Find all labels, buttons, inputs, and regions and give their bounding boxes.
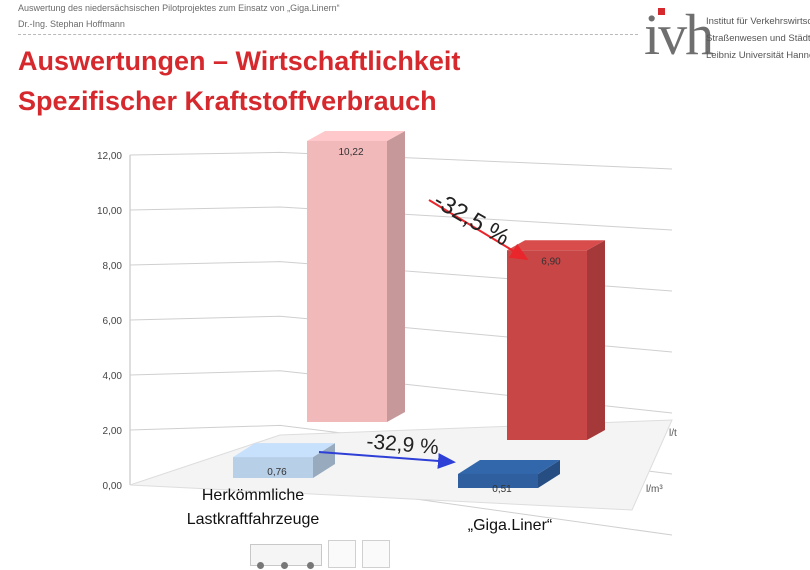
decrease-arrow-red (428, 199, 529, 261)
bar-lt-0-top (307, 130, 405, 141)
y-tick-label: 4,00 (103, 371, 123, 382)
category-label: Herkömmliche (202, 487, 304, 504)
header-divider (18, 34, 638, 35)
bar-lm-1-top (458, 459, 560, 474)
slide-subtitle: Spezifischer Kraftstoffverbrauch (18, 86, 437, 116)
partner-logo-icon (328, 540, 356, 568)
category-label: Lastkraftfahrzeuge (187, 511, 320, 528)
ivh-logo: ivh Institut für Verkehrswirtschaft, Str… (644, 2, 810, 70)
footer-logos (250, 540, 410, 570)
y-tick-label: 10,00 (97, 206, 122, 217)
header-project-title: Auswertung des niedersächsischen Pilotpr… (18, 3, 340, 13)
bar-lt-0-side (387, 130, 405, 422)
series-unit-label: l/t (669, 428, 677, 439)
y-tick-label: 8,00 (103, 261, 123, 272)
bar-lm-1 (458, 473, 538, 488)
y-tick-label: 2,00 (103, 426, 123, 437)
y-tick-label: 0,00 (103, 481, 123, 492)
bar-lt-0-value-label: 10,22 (338, 147, 363, 158)
slide-title: Auswertungen – Wirtschaftlichkeit (18, 46, 461, 76)
chart-bars (233, 130, 605, 488)
bar-lm-0-top (233, 443, 335, 458)
gridline (129, 151, 673, 170)
bar-lm-0 (233, 457, 313, 478)
ivh-small-logo-icon (362, 540, 390, 568)
logo-dot-icon (658, 8, 665, 15)
truck-icon (250, 544, 322, 569)
bar-lt-0 (307, 140, 387, 422)
bar-lm-1-side (538, 459, 560, 488)
bar-lt-1-side (587, 240, 605, 440)
bar-lt-1-value-label: 6,90 (541, 256, 561, 267)
y-tick-label: 12,00 (97, 151, 122, 162)
bar-lt-1-top (507, 240, 605, 251)
category-label: „Giga.Liner“ (468, 517, 552, 534)
bar-lm-0-value-label: 0,76 (267, 467, 287, 478)
gridline (129, 206, 673, 231)
chart-labels: 0,00 2,00 4,00 6,00 8,00 10,00 12,00 10,22 6,90 0… (97, 147, 677, 534)
y-tick-label: 6,00 (103, 316, 123, 327)
series-unit-label: l/m³ (646, 484, 663, 495)
header-author: Dr.-Ing. Stephan Hoffmann (18, 19, 125, 29)
ivh-logo-mark: ivh (644, 2, 714, 67)
logo-text-line1: Institut für Verkehrswirtschaft, (706, 16, 810, 27)
logo-text-line2: Straßenwesen und Städtebau (706, 33, 810, 44)
decrease-arrow-blue (318, 451, 456, 469)
logo-text-line3: Leibniz Universität Hannover (706, 50, 810, 61)
bar-lm-1-value-label: 0,51 (492, 484, 512, 495)
bar-lt-1 (507, 250, 587, 440)
